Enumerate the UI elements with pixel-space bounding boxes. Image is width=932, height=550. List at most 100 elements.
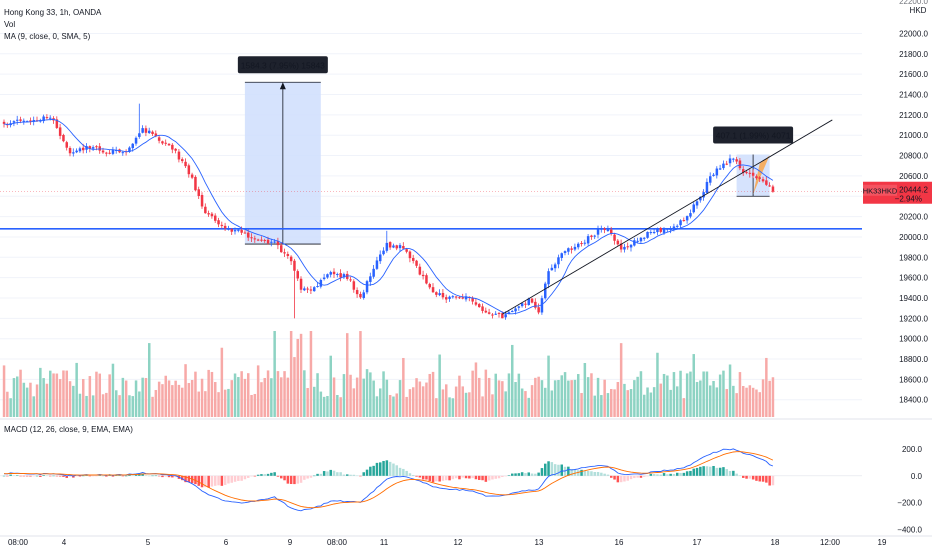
candle-body (702, 192, 705, 198)
macd-hist-bar (415, 475, 418, 477)
macd-hist-bar (214, 475, 217, 486)
macd-hist-bar (187, 475, 191, 483)
volume-bar (82, 379, 85, 417)
macd-hist-bar (111, 475, 115, 477)
volume-bar (220, 347, 224, 417)
volume-bar (590, 373, 593, 417)
candle-body (237, 229, 240, 231)
macd-hist-bar (32, 475, 35, 477)
candle-body (577, 243, 580, 248)
volume-bar (649, 392, 653, 417)
volume-bar (299, 333, 303, 417)
macd-hist-bar (342, 474, 346, 476)
candle-body (448, 296, 451, 299)
macd-hist-bar (742, 475, 745, 478)
volume-bar (352, 388, 356, 417)
volume-bar (689, 371, 692, 417)
ma-indicator-label[interactable]: MA (9, close, 0, SMA, 5) (4, 32, 91, 41)
macd-hist-bar (435, 475, 438, 482)
candle-body (415, 260, 418, 266)
macd-hist-bar (101, 475, 105, 477)
macd-hist-bar (431, 475, 435, 483)
candle-body (138, 133, 141, 137)
symbol-title[interactable]: Hong Kong 33, 1h, OANDA (4, 8, 102, 17)
macd-hist-bar (197, 475, 200, 486)
volume-bar (260, 382, 263, 417)
macd-hist-bar (511, 473, 514, 476)
volume-indicator-label[interactable]: Vol (4, 20, 16, 29)
macd-hist-bar (283, 475, 286, 481)
candle-body (682, 220, 686, 222)
candle-body (19, 119, 22, 121)
macd-hist-bar (131, 475, 134, 476)
macd-hist-bar (402, 468, 405, 476)
candle-body (405, 249, 408, 252)
volume-bar (619, 343, 623, 417)
volume-bar (329, 355, 332, 417)
trendline (502, 119, 833, 315)
macd-hist-bar (75, 475, 78, 477)
macd-hist-bar (309, 475, 313, 478)
macd-hist-bar (649, 473, 653, 476)
macd-hist-bar (164, 475, 167, 477)
macd-hist-bar (339, 472, 342, 476)
volume-bar (25, 387, 29, 417)
candle-body (544, 283, 547, 299)
volume-bar (111, 363, 115, 417)
macd-tick-label: −200.0 (897, 499, 922, 508)
macd-hist-bar (408, 473, 412, 476)
price-tick-label: 18600.0 (899, 375, 928, 384)
measure-label: 1584.3 (7.95%) 15843 (241, 60, 325, 70)
macd-indicator-label[interactable]: MACD (12, 26, close, 9, EMA, EMA) (4, 425, 133, 434)
candle-body (695, 201, 699, 206)
volume-bar (524, 391, 527, 417)
candle-body (29, 120, 32, 122)
volume-bar (375, 396, 379, 417)
candle-body (507, 312, 511, 314)
volume-bar (451, 398, 455, 417)
volume-bar (385, 379, 389, 417)
volume-bar (685, 373, 689, 417)
candle-body (157, 137, 161, 141)
macd-hist-bar (105, 475, 108, 477)
candle-body (676, 225, 679, 227)
macd-hist-bar (610, 475, 613, 478)
macd-hist-bar (722, 467, 725, 476)
volume-bar (418, 381, 422, 417)
macd-hist-bar (240, 475, 243, 481)
candle-body (184, 161, 187, 167)
volume-bar (577, 374, 580, 417)
volume-bar (652, 387, 656, 417)
volume-bar (435, 398, 438, 417)
candle-body (666, 228, 669, 230)
candle-body (210, 213, 214, 217)
volume-bar (88, 376, 92, 417)
candle-body (771, 186, 775, 192)
macd-hist-bar (2, 475, 6, 477)
macd-hist-bar (200, 475, 204, 488)
candle-body (669, 229, 672, 231)
volume-bar (296, 338, 299, 417)
volume-bar (332, 377, 336, 417)
macd-hist-bar (583, 470, 587, 476)
volume-bar (177, 384, 181, 417)
candle-body (326, 274, 329, 278)
candle-body (504, 314, 507, 318)
candle-body (286, 254, 290, 256)
macd-hist-bar (78, 475, 82, 477)
macd-hist-bar (606, 474, 610, 476)
macd-hist-bar (751, 475, 755, 480)
candle-body (55, 119, 59, 128)
macd-hist-bar (676, 472, 679, 476)
volume-bar (679, 370, 682, 417)
candle-body (299, 278, 303, 290)
volume-bar (610, 388, 613, 417)
volume-bar (101, 394, 105, 417)
macd-hist-bar (237, 475, 240, 481)
macd-hist-bar (398, 467, 402, 476)
macd-hist-bar (293, 475, 296, 485)
candle-body (293, 260, 296, 271)
macd-hist-bar (659, 474, 662, 476)
candle-body (342, 274, 346, 278)
